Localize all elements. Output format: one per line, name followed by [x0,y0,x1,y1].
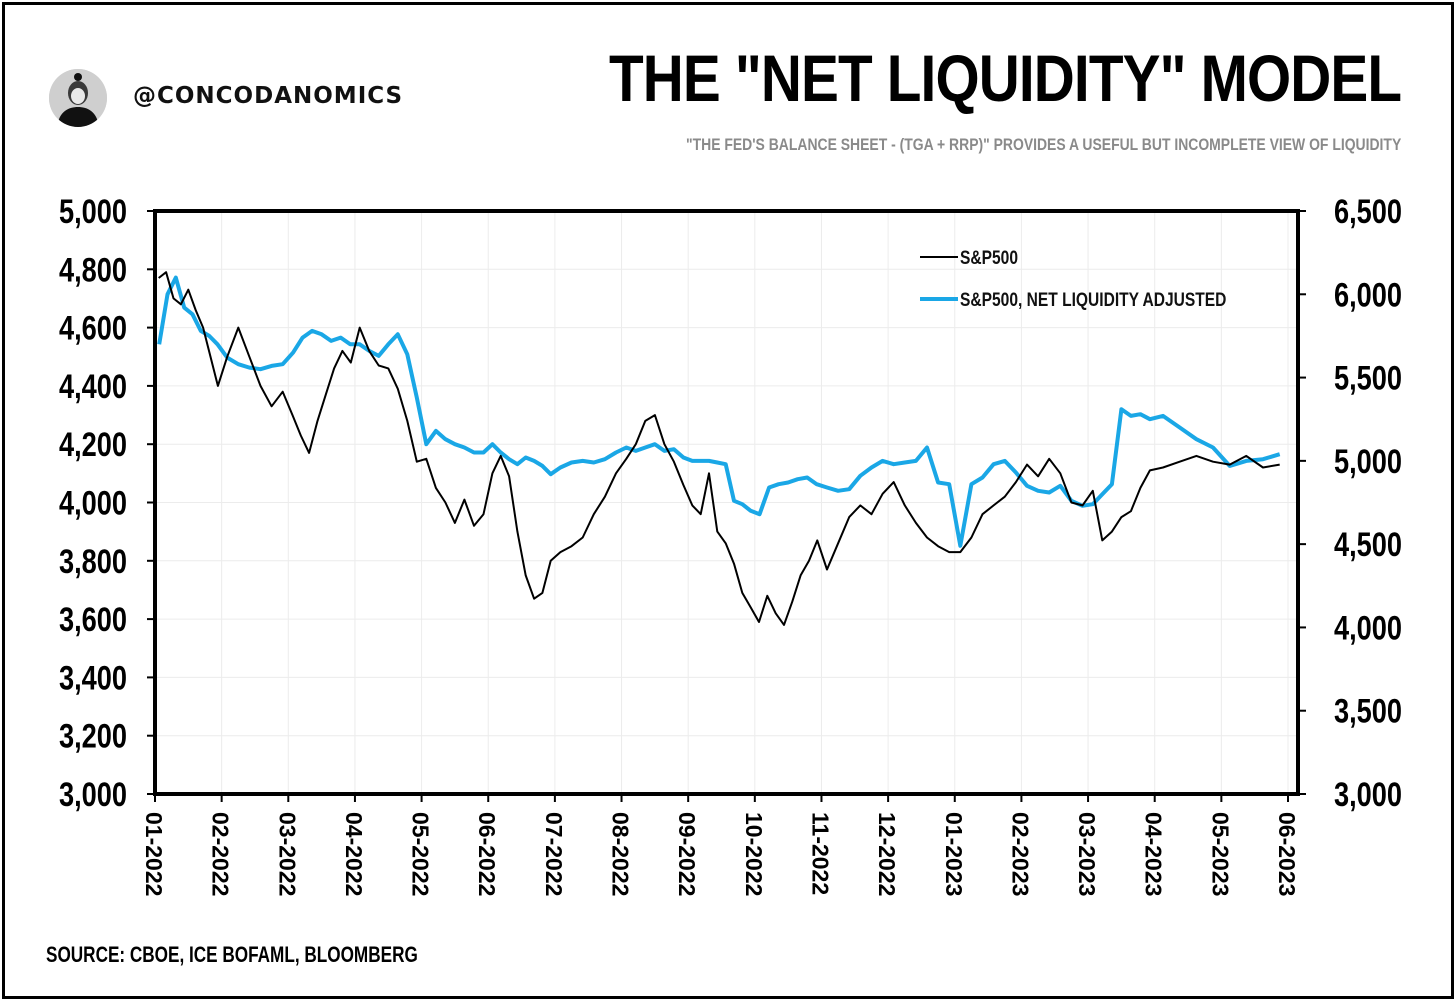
chart-title: THE "NET LIQUIDITY" MODEL [608,41,1402,115]
x-tick-label: 06-2022 [474,812,500,896]
left-tick-label: 3,200 [59,717,127,756]
x-tick-label: 12-2022 [874,812,900,896]
legend-label-sp500: S&P500 [960,247,1018,269]
author-avatar [49,69,107,127]
left-tick-label: 3,400 [59,658,127,697]
right-tick-label: 4,500 [1334,525,1402,564]
right-tick-label: 3,000 [1334,775,1402,814]
left-y-axis: 3,000 3,200 3,400 3,600 3,800 4,000 4,200 4,400… [59,192,155,814]
right-tick-label: 4,000 [1334,609,1402,648]
right-tick-label: 5,000 [1334,442,1402,481]
x-tick-label: 04-2022 [341,812,367,896]
x-tick-label: 06-2023 [1274,812,1300,896]
left-tick-label: 5,000 [59,192,127,231]
x-tick-label: 11-2022 [807,812,833,895]
source-note: SOURCE: CBOE, ICE BOFAML, BLOOMBERG [46,942,418,967]
right-tick-label: 6,500 [1334,192,1402,231]
right-tick-label: 3,500 [1334,692,1402,731]
x-tick-label: 07-2022 [541,812,567,896]
left-tick-label: 4,600 [59,309,127,348]
left-tick-label: 3,000 [59,775,127,814]
x-tick-label: 09-2022 [674,812,700,896]
left-tick-label: 4,000 [59,484,127,523]
right-y-axis: 3,000 3,500 4,000 4,500 5,000 5,500 6,000 6,500 [1298,192,1402,814]
left-tick-label: 3,800 [59,542,127,581]
author-handle: @CONCODANOMICS [133,83,404,109]
x-tick-label: 01-2022 [141,812,167,896]
x-axis: 01-2022 02-2022 03-2022 04-2022 05-2022 06-20… [141,794,1300,896]
x-tick-label: 03-2023 [1074,812,1100,896]
chart-series [157,271,1281,626]
x-tick-label: 10-2022 [741,812,767,896]
x-tick-label: 05-2022 [408,812,434,896]
series-line-sp500 [158,271,1280,626]
chart-legend: S&P500 S&P500, NET LIQUIDITY ADJUSTED [920,247,1226,311]
x-tick-label: 08-2022 [608,812,634,896]
chart-subtitle: "THE FED'S BALANCE SHEET - (TGA + RRP)" … [685,135,1401,154]
legend-label-adjusted: S&P500, NET LIQUIDITY ADJUSTED [960,289,1226,311]
left-tick-label: 3,600 [59,600,127,639]
person-icon [49,69,107,127]
left-tick-label: 4,400 [59,367,127,406]
right-tick-label: 5,500 [1334,359,1402,398]
x-tick-label: 05-2023 [1207,812,1233,896]
right-tick-label: 6,000 [1334,275,1402,314]
x-tick-label: 02-2023 [1007,812,1033,896]
x-tick-label: 04-2023 [1141,812,1167,896]
left-tick-label: 4,200 [59,425,127,464]
left-tick-label: 4,800 [59,250,127,289]
x-tick-label: 03-2022 [274,812,300,896]
x-tick-label: 02-2022 [208,812,234,896]
series-line-net-liquidity-adjusted [157,275,1281,548]
x-tick-label: 01-2023 [941,812,967,896]
